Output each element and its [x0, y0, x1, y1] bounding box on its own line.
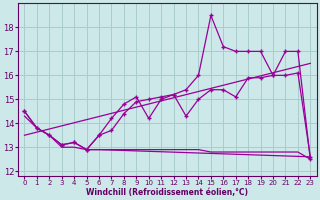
X-axis label: Windchill (Refroidissement éolien,°C): Windchill (Refroidissement éolien,°C): [86, 188, 248, 197]
